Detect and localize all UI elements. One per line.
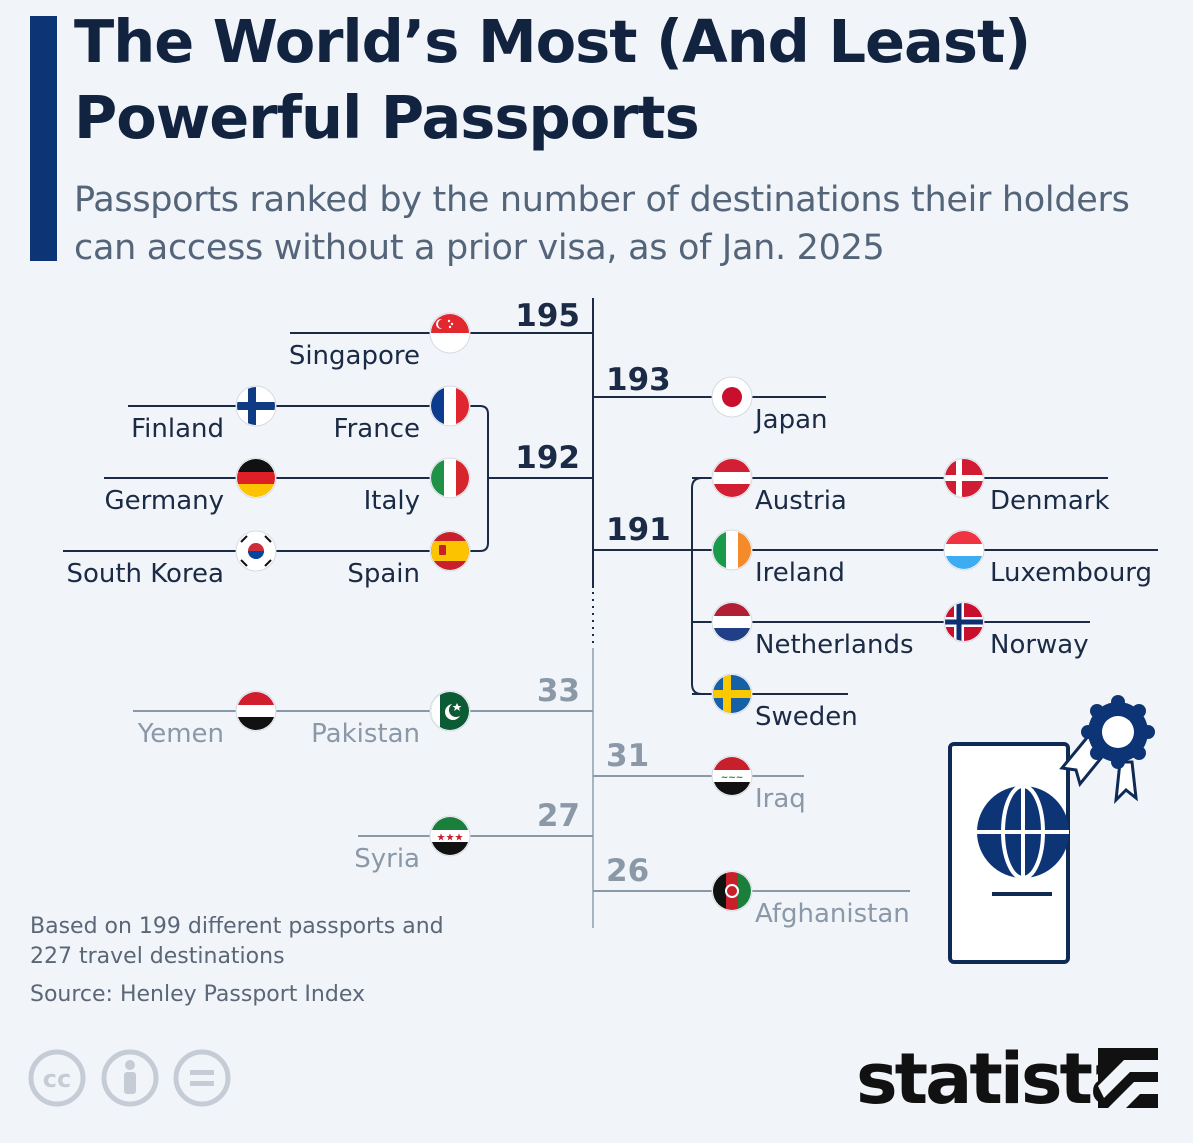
country-label-luxembourg: Luxembourg	[990, 558, 1152, 588]
bracket-191	[691, 477, 712, 695]
country-label-austria: Austria	[755, 486, 847, 516]
source-text: Source: Henley Passport Index	[30, 982, 365, 1007]
pakistan-flag-icon	[429, 690, 471, 732]
country-label-denmark: Denmark	[990, 486, 1110, 516]
norway-flag-icon	[943, 601, 985, 643]
country-label-sweden: Sweden	[755, 702, 858, 732]
chart-title: The World’s Most (And Least) Powerful Pa…	[74, 7, 1031, 152]
italy-flag-icon	[429, 457, 471, 499]
country-label-ireland: Ireland	[755, 558, 845, 588]
luxembourg-flag-icon	[943, 529, 985, 571]
passport-illustration-icon	[948, 695, 1155, 964]
country-label-norway: Norway	[990, 630, 1089, 660]
afghanistan-flag-icon	[711, 870, 753, 912]
netherlands-flag-icon	[711, 601, 753, 643]
yemen-flag-icon	[235, 690, 277, 732]
svg-text:cc: cc	[43, 1065, 71, 1093]
ireland-flag-icon	[711, 529, 753, 571]
france-flag-icon	[429, 385, 471, 427]
country-label-yemen: Yemen	[137, 719, 224, 749]
score-label-26: 26	[606, 853, 649, 889]
score-label-193: 193	[606, 362, 671, 398]
score-label-195: 195	[515, 298, 580, 334]
footnote: Based on 199 different passports and 227…	[30, 914, 444, 969]
country-label-italy: Italy	[364, 486, 420, 516]
country-label-afghanistan: Afghanistan	[755, 899, 910, 929]
austria-flag-icon	[711, 457, 753, 499]
statista-logo-icon[interactable]	[1098, 1048, 1158, 1108]
score-label-27: 27	[537, 798, 580, 834]
score-label-192: 192	[515, 440, 580, 476]
country-label-iraq: Iraq	[755, 784, 806, 814]
country-label-netherlands: Netherlands	[755, 630, 914, 660]
country-label-syria: Syria	[354, 844, 420, 874]
no-derivatives-icon[interactable]	[173, 1049, 231, 1107]
sweden-flag-icon	[711, 673, 753, 715]
country-label-japan: Japan	[753, 405, 828, 435]
country-label-spain: Spain	[347, 559, 420, 589]
germany-flag-icon	[235, 457, 277, 499]
country-label-finland: Finland	[131, 414, 224, 444]
country-label-south-korea: South Korea	[66, 559, 224, 589]
country-label-france: France	[334, 414, 420, 444]
title-accent-bar	[30, 16, 57, 261]
license-icons: cc	[28, 1049, 231, 1107]
country-label-singapore: Singapore	[289, 341, 420, 371]
finland-flag-icon	[235, 385, 277, 427]
iraq-flag-icon	[711, 755, 753, 797]
south-korea-flag-icon	[235, 530, 277, 572]
bracket-192	[468, 405, 489, 552]
spain-flag-icon	[429, 530, 471, 572]
denmark-flag-icon	[943, 457, 985, 499]
syria-flag-icon	[429, 815, 471, 857]
score-label-33: 33	[537, 673, 580, 709]
score-label-191: 191	[606, 512, 671, 548]
score-label-31: 31	[606, 738, 649, 774]
statista-logo-text[interactable]: statista	[856, 1038, 1137, 1120]
country-label-germany: Germany	[104, 486, 224, 516]
singapore-flag-icon	[429, 312, 471, 354]
cc-license-icon[interactable]: cc	[28, 1049, 86, 1107]
japan-flag-icon	[711, 376, 753, 418]
attribution-icon[interactable]	[101, 1049, 159, 1107]
chart-subtitle: Passports ranked by the number of destin…	[74, 180, 1130, 268]
country-label-pakistan: Pakistan	[311, 719, 420, 749]
